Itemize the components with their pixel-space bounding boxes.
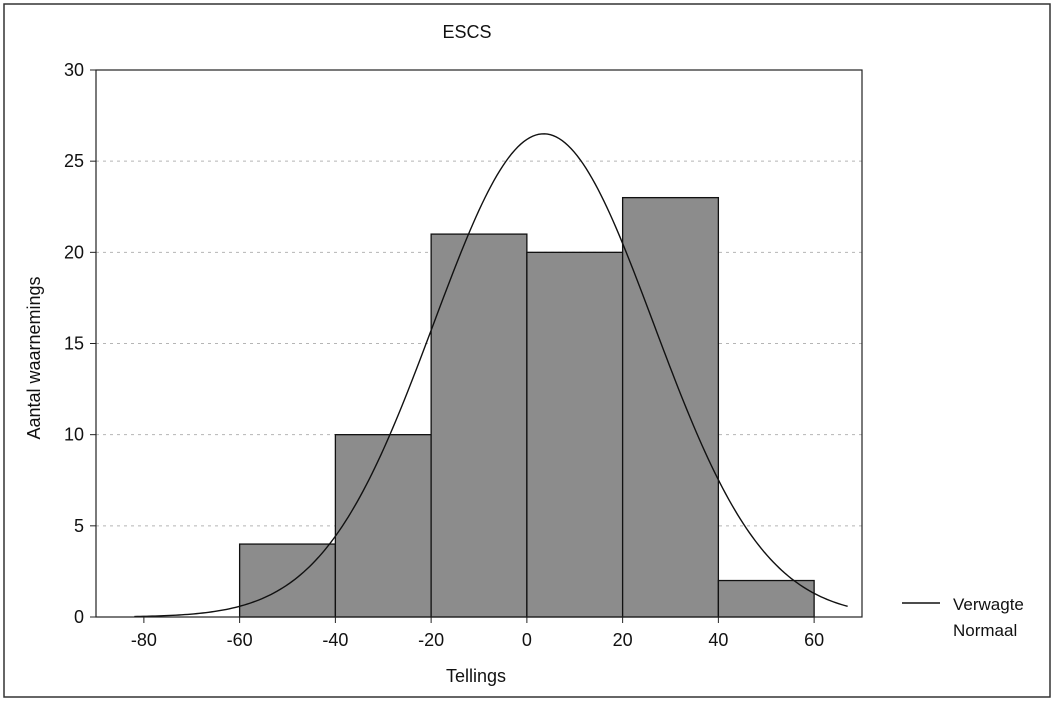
x-axis-label: Tellings [446,666,506,686]
bars [238,196,815,618]
y-tick-label: 30 [64,60,84,80]
histogram-bar [621,196,720,618]
normal-curve-group [134,133,848,618]
y-tick-label: 20 [64,242,84,262]
grid-lines [96,160,862,527]
histogram-bar [430,233,528,618]
chart-title: ESCS [442,22,491,42]
y-tick-label: 0 [74,607,84,627]
y-tick-label: 25 [64,151,84,171]
normal-curve [134,133,848,618]
histogram-bar [526,251,624,618]
y-tick-label: 5 [74,516,84,536]
x-tick-label: -20 [418,630,444,650]
x-tick-label: -40 [322,630,348,650]
y-axis-ticks: 0 5 10 15 20 25 30 [64,60,96,627]
histogram-bar [717,579,815,618]
x-tick-label: 0 [522,630,532,650]
y-tick-label: 10 [64,425,84,445]
y-axis-label: Aantal waarnemings [24,276,44,439]
x-axis-ticks: -80 -60 -40 -20 0 20 40 60 [131,617,824,650]
x-tick-label: -60 [227,630,253,650]
legend: Verwagte Normaal [902,595,1024,640]
legend-label-line1: Verwagte [953,595,1024,614]
legend-label-line2: Normaal [953,621,1017,640]
x-tick-label: 40 [708,630,728,650]
x-tick-label: 60 [804,630,824,650]
y-tick-label: 15 [64,334,84,354]
histogram-bar [334,434,432,618]
x-tick-label: 20 [613,630,633,650]
x-tick-label: -80 [131,630,157,650]
